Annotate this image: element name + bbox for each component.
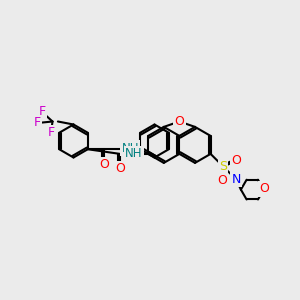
Text: NH: NH: [125, 147, 143, 161]
Text: O: O: [99, 158, 109, 171]
Text: O: O: [259, 182, 268, 196]
Text: O: O: [231, 154, 241, 167]
Text: NH: NH: [122, 142, 139, 154]
Text: S: S: [219, 160, 227, 173]
Text: F: F: [38, 105, 46, 119]
Text: O: O: [175, 115, 184, 128]
Text: O: O: [115, 162, 125, 175]
Text: F: F: [47, 126, 55, 140]
Text: O: O: [217, 174, 226, 188]
Text: F: F: [34, 116, 41, 130]
Text: N: N: [232, 172, 241, 186]
